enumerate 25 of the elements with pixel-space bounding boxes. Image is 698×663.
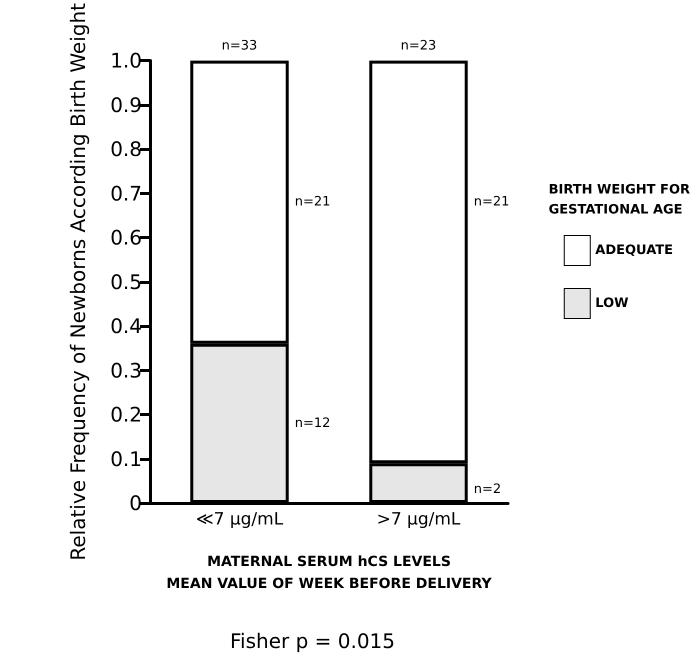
- x-tick-label: ≪7 µg/mL: [196, 510, 284, 530]
- annotation: n=21: [294, 194, 330, 210]
- y-tick-label: 0.5: [110, 270, 142, 294]
- annotation: n=12: [294, 416, 330, 431]
- y-axis-title: Relative Frequency of Newborns According Birth Weight: [66, 2, 90, 561]
- y-tick-label: 0.9: [110, 92, 142, 117]
- y-tick-label: 0.1: [110, 446, 142, 471]
- x-tick-label: >7 µg/mL: [376, 510, 461, 530]
- y-tick-label: 0.2: [110, 402, 142, 427]
- legend-label: ADEQUATE: [595, 243, 674, 258]
- y-tick-label: 0: [129, 491, 142, 515]
- annotation: n=21: [474, 194, 510, 210]
- legend-label: LOW: [595, 296, 628, 311]
- y-tick-label: 0.6: [110, 226, 142, 250]
- y-tick-label: 0.3: [110, 358, 142, 382]
- y-tick-label: 0.8: [110, 137, 142, 162]
- text: Fisher p = 0.015: [230, 629, 396, 653]
- legend-title: BIRTH WEIGHT FOR GESTATIONAL AGE: [548, 182, 690, 218]
- x-axis-title: MATERNAL SERUM hCS LEVELS MEAN VALUE OF WEEK BEFORE DELIVERY: [166, 554, 493, 592]
- y-tick-label: 0.7: [110, 181, 142, 206]
- y-tick-label: 0.4: [110, 314, 142, 338]
- y-tick-label: 1.0: [110, 48, 142, 73]
- text: n=33: [222, 38, 258, 54]
- annotation: n=2: [474, 482, 502, 498]
- text: n=23: [400, 38, 436, 54]
